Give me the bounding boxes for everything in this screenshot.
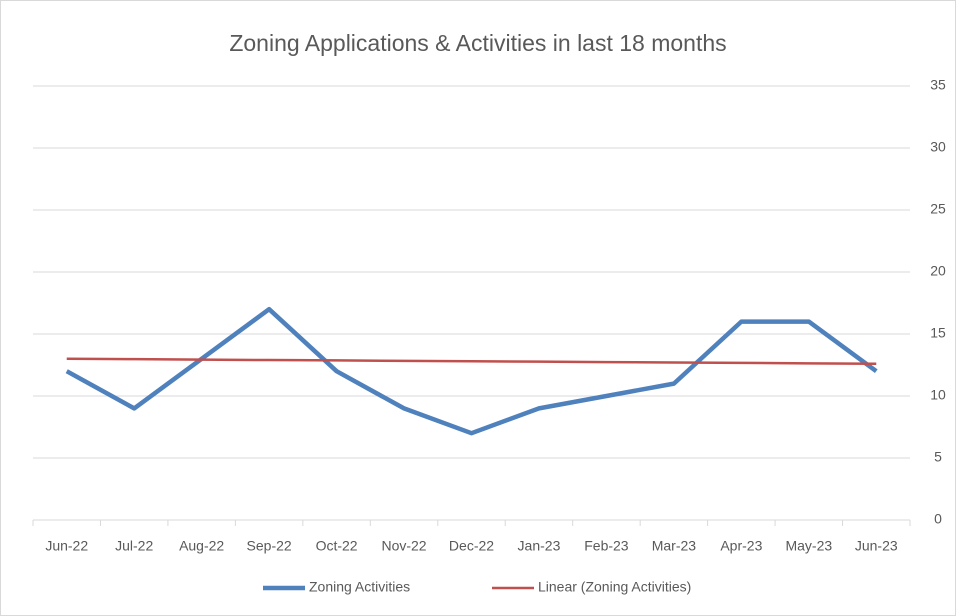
x-tick-label: May-23 (785, 538, 832, 554)
x-tick-label: Aug-22 (179, 538, 224, 554)
x-tick-label: Jul-22 (115, 538, 153, 554)
legend-label: Linear (Zoning Activities) (538, 579, 691, 595)
x-tick-label: Oct-22 (316, 538, 358, 554)
y-tick-label: 25 (930, 201, 946, 217)
x-tick-label: Apr-23 (720, 538, 762, 554)
x-tick-label: Jun-23 (855, 538, 898, 554)
y-tick-label: 20 (930, 263, 946, 279)
x-tick-label: Mar-23 (652, 538, 697, 554)
x-tick-label: Sep-22 (247, 538, 292, 554)
y-tick-label: 15 (930, 325, 946, 341)
y-tick-label: 30 (930, 139, 946, 155)
y-tick-label: 10 (930, 387, 946, 403)
x-tick-label: Feb-23 (584, 538, 629, 554)
y-tick-label: 5 (934, 449, 942, 465)
x-tick-label: Jun-22 (45, 538, 88, 554)
chart-title: Zoning Applications & Activities in last… (229, 30, 726, 56)
y-tick-label: 0 (934, 511, 942, 527)
x-tick-label: Dec-22 (449, 538, 494, 554)
x-tick-label: Nov-22 (381, 538, 426, 554)
trend-line (66, 357, 877, 366)
y-tick-label: 35 (930, 77, 946, 93)
legend-label: Zoning Activities (309, 579, 410, 595)
x-tick-label: Jan-23 (518, 538, 561, 554)
